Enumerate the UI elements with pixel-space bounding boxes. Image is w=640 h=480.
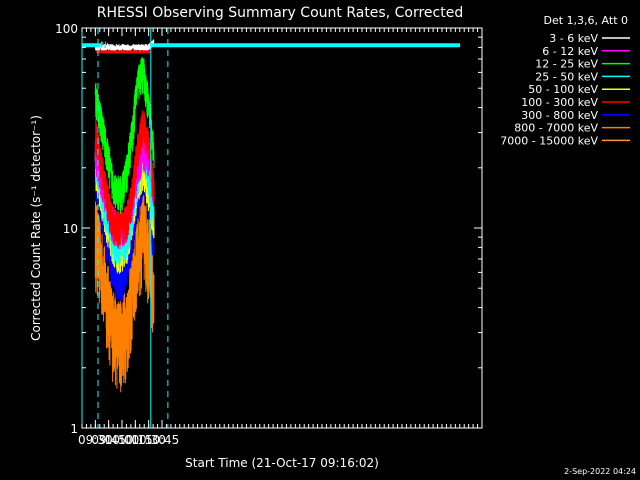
legend-label: 25 - 50 keV [535,70,598,83]
legend-label: 12 - 25 keV [535,58,598,71]
series-line [94,57,155,215]
x-tick-label: 10:30 [131,433,166,447]
x-axis-label: Start Time (21-Oct-17 09:16:02) [185,456,379,470]
legend-label: 800 - 7000 keV [514,122,598,135]
y-tick-label: 10 [63,222,78,236]
legend-label: 3 - 6 keV [549,32,598,45]
y-tick-label: 1 [70,422,78,436]
legend-label: 300 - 800 keV [521,109,598,122]
x-tick-label: 10:45 [145,433,180,447]
x-tick-label: 09:45 [91,433,126,447]
footer-date: 2-Sep-2022 04:24 [564,467,636,476]
chart-title: RHESSI Observing Summary Count Rates, Co… [97,5,463,21]
legend-label: 100 - 300 keV [521,96,598,109]
y-tick-label: 100 [55,22,78,36]
y-axis-label: Corrected Count Rate (s⁻¹ detector⁻¹) [29,115,43,341]
series-line [94,39,155,52]
flag-label: N [100,41,107,51]
x-tick-label: 10:15 [118,433,153,447]
legend-header: Det 1,3,6, Att 0 [544,14,628,27]
legend-label: 6 - 12 keV [542,45,598,58]
legend-label: 7000 - 15000 keV [500,134,598,147]
x-tick-label: 09:30 [78,433,113,447]
x-tick-label: 10:00 [105,433,140,447]
series-line [94,195,155,393]
legend-label: 50 - 100 keV [528,83,598,96]
series-line [94,110,155,249]
